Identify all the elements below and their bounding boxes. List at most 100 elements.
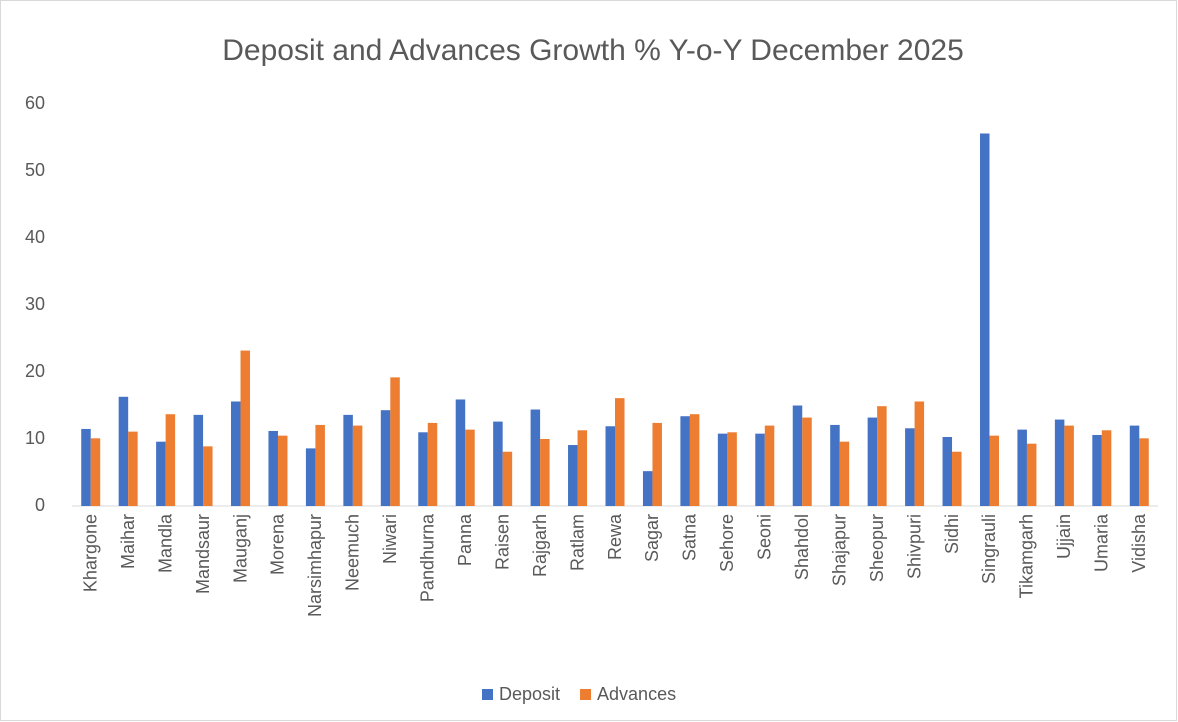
y-tick-label: 0	[35, 495, 45, 515]
bar	[914, 401, 925, 506]
x-tick-label: Niwari	[380, 514, 400, 564]
x-tick-label: Mandsaur	[193, 514, 213, 594]
bar	[717, 433, 728, 506]
bar	[942, 436, 953, 506]
bar	[577, 430, 588, 506]
x-tick-label: Sidhi	[942, 514, 962, 554]
x-tick-label: Singrauli	[979, 514, 999, 584]
bar	[1101, 430, 1112, 506]
x-tick-label: Vidisha	[1129, 513, 1149, 573]
bar	[1129, 425, 1140, 506]
x-tick-label: Sagar	[642, 514, 662, 562]
bar	[764, 425, 775, 506]
bar	[905, 428, 915, 506]
x-tick-label: Umaria	[1092, 513, 1112, 572]
bar	[830, 424, 840, 506]
bar	[352, 425, 363, 506]
bar	[867, 417, 878, 506]
bar	[156, 441, 166, 506]
x-tick-label: Rajgarh	[530, 514, 550, 577]
bar	[165, 414, 176, 506]
legend-swatch	[482, 689, 493, 700]
bar	[1054, 419, 1065, 506]
x-tick-label: Rewa	[605, 513, 625, 560]
bar	[231, 401, 241, 506]
bar	[952, 451, 962, 506]
bar	[493, 421, 503, 506]
x-tick-label: Maihar	[118, 514, 138, 569]
bar	[839, 441, 850, 506]
bar	[1017, 429, 1027, 506]
bar	[128, 431, 138, 506]
bar	[465, 429, 475, 506]
bar	[380, 410, 391, 506]
bar	[277, 435, 288, 506]
bar	[203, 446, 213, 506]
legend-swatch	[580, 689, 592, 700]
x-tick-label: Mauganj	[230, 514, 250, 583]
bar	[1026, 443, 1037, 506]
bar	[802, 417, 812, 506]
bar	[343, 414, 353, 506]
bar	[1064, 425, 1074, 506]
bar	[1139, 438, 1149, 506]
bar	[81, 428, 91, 506]
bar	[305, 448, 316, 506]
x-tick-label: Narsimhapur	[305, 514, 325, 617]
bar	[680, 416, 690, 506]
bar	[530, 409, 541, 506]
bar	[1092, 434, 1102, 506]
bar	[568, 445, 578, 506]
x-tick-label: Shahdol	[792, 514, 812, 580]
y-tick-label: 20	[25, 361, 45, 381]
bar	[755, 433, 765, 506]
chart-title: Deposit and Advances Growth % Y-o-Y Dece…	[222, 34, 964, 67]
y-tick-label: 60	[25, 93, 45, 113]
x-tick-label: Panna	[455, 513, 475, 566]
bar	[268, 430, 278, 506]
bar	[540, 439, 550, 506]
x-tick-label: Pandhurna	[418, 513, 438, 602]
y-tick-label: 40	[25, 227, 45, 247]
x-tick-label: Sehore	[717, 514, 737, 572]
y-tick-label: 30	[25, 294, 45, 314]
x-tick-label: Shajapur	[829, 514, 849, 586]
x-tick-label: Tikamgarh	[1017, 514, 1037, 598]
y-tick-label: 50	[25, 160, 45, 180]
legend-label: Deposit	[499, 684, 560, 704]
bar	[390, 377, 400, 506]
bar	[315, 424, 325, 506]
x-tick-label: Khargone	[80, 514, 100, 592]
bar	[193, 414, 204, 506]
legend-label: Advances	[597, 684, 676, 704]
bar	[455, 399, 466, 506]
bar	[90, 438, 101, 506]
x-tick-label: Neemuch	[343, 514, 363, 591]
bar	[615, 398, 625, 506]
bar	[877, 406, 887, 506]
x-tick-label: Shivpuri	[904, 514, 924, 579]
bar	[502, 451, 513, 506]
bar	[118, 396, 129, 506]
x-tick-label: Mandla	[155, 513, 175, 573]
bar	[792, 405, 803, 506]
y-tick-label: 10	[25, 428, 45, 448]
x-tick-label: Sheopur	[867, 514, 887, 582]
bar	[689, 414, 700, 506]
x-tick-label: Ujjain	[1054, 514, 1074, 559]
x-tick-label: Ratlam	[567, 514, 587, 571]
bar	[418, 432, 428, 506]
bar	[605, 426, 615, 506]
bar	[979, 133, 990, 507]
x-tick-label: Raisen	[492, 514, 512, 570]
x-tick-label: Seoni	[755, 514, 775, 560]
x-tick-label: Satna	[680, 513, 700, 561]
bar	[642, 471, 653, 506]
bar	[240, 350, 251, 506]
x-tick-label: Morena	[268, 513, 288, 575]
bar	[427, 422, 438, 506]
bar	[727, 432, 737, 506]
bar	[989, 435, 999, 506]
